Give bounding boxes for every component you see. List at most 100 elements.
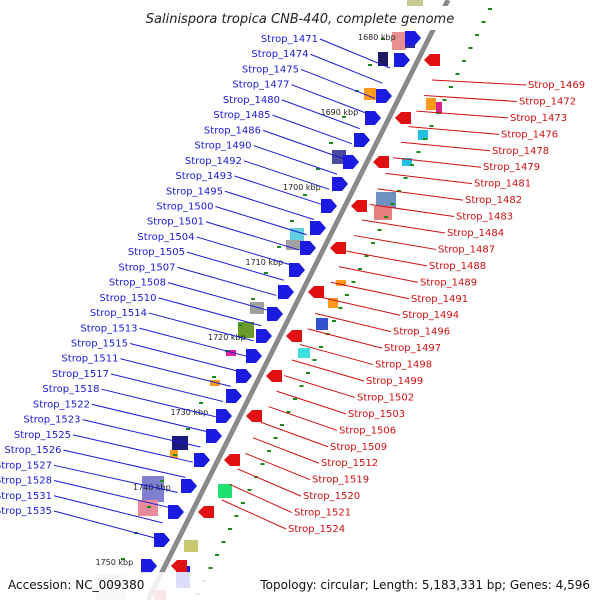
tick-mark — [241, 502, 245, 504]
leader-line — [215, 206, 307, 236]
leader-line — [385, 172, 473, 185]
tick-mark — [316, 168, 320, 170]
leader-line — [63, 449, 186, 478]
gene-arrow-forward — [278, 285, 294, 299]
tick-mark — [221, 541, 226, 543]
leader-line — [186, 251, 285, 281]
leader-line — [53, 480, 171, 509]
leader-line — [245, 452, 311, 481]
leader-line — [291, 359, 365, 382]
feature-box — [250, 302, 264, 314]
gene-label-left: Strop_1526 — [4, 445, 61, 456]
tick-mark — [423, 138, 427, 140]
tick-mark — [212, 376, 216, 378]
gene-label-left: Strop_1507 — [118, 262, 175, 273]
tick-mark — [238, 324, 242, 326]
leader-line — [377, 188, 464, 201]
gene-label-right: Strop_1494 — [402, 310, 459, 321]
gene-arrow-reverse — [286, 330, 302, 342]
leader-line — [400, 141, 491, 152]
tick-mark — [384, 216, 388, 218]
gene-label-left: Strop_1485 — [213, 110, 270, 121]
tick-mark — [429, 125, 434, 127]
tick-mark — [377, 229, 382, 231]
gene-arrow-forward — [376, 89, 392, 103]
gene-label-right: Strop_1502 — [357, 392, 414, 403]
leader-line — [272, 114, 353, 145]
gene-label-right: Strop_1488 — [429, 261, 486, 272]
leader-line — [346, 250, 428, 267]
gene-arrow-reverse — [198, 506, 214, 518]
tick-mark — [390, 203, 395, 205]
tick-mark — [416, 151, 421, 153]
gene-arrow-forward — [321, 199, 337, 213]
leader-line — [323, 297, 401, 316]
left-gene-labels: Strop_1471 Strop_1474 Strop_1475 Strop_1477… — [0, 34, 391, 539]
gene-label-left: Strop_1522 — [33, 399, 90, 410]
gene-label-left: Strop_1493 — [175, 171, 232, 182]
gene-arrow-forward — [365, 111, 381, 125]
gene-label-left: Strop_1501 — [147, 217, 204, 228]
leader-line — [229, 483, 293, 514]
gene-label-left: Strop_1492 — [185, 156, 242, 167]
leader-line — [408, 126, 500, 135]
tick-mark — [234, 515, 239, 517]
gene-arrow-forward — [343, 155, 359, 169]
leader-line — [281, 99, 360, 130]
gene-label-right: Strop_1479 — [483, 162, 540, 173]
gene-arrow-forward — [181, 479, 197, 493]
gene-label-right: Strop_1484 — [447, 228, 504, 239]
tick-mark — [462, 60, 466, 62]
gene-label-left: Strop_1527 — [0, 460, 52, 471]
leader-line — [72, 434, 194, 463]
gene-arrow-forward — [206, 429, 222, 443]
gene-label-right: Strop_1478 — [492, 146, 549, 157]
gene-arrow-forward — [236, 369, 252, 383]
leader-line — [139, 327, 247, 357]
scale-label: 1710 kbp — [246, 258, 284, 267]
leader-line — [177, 266, 277, 296]
leader-line — [319, 38, 391, 69]
gene-label-left: Strop_1504 — [137, 232, 194, 243]
leader-line — [120, 358, 231, 387]
gene-arrow-forward — [332, 177, 348, 191]
gene-arrow-forward — [256, 329, 272, 343]
leader-line — [416, 110, 509, 119]
tick-mark — [488, 8, 492, 10]
leader-line — [53, 464, 178, 494]
leader-line — [315, 312, 392, 333]
topology-summary: Topology: circular; Length: 5,183,331 bp… — [259, 578, 590, 592]
gene-arrow-reverse — [395, 112, 411, 124]
leader-line — [291, 84, 368, 114]
gene-label-left: Strop_1523 — [23, 415, 80, 426]
tick-mark — [173, 454, 177, 456]
tick-mark — [455, 73, 460, 75]
feature-box — [142, 476, 164, 502]
gene-label-right: Strop_1497 — [384, 343, 441, 354]
feature-box — [218, 484, 232, 498]
title-background — [128, 6, 472, 30]
leader-line — [148, 312, 254, 342]
leader-line — [91, 403, 209, 433]
feature-box — [436, 102, 442, 114]
map-title: Salinispora tropica CNB-440, complete ge… — [146, 12, 454, 27]
tick-mark — [371, 242, 375, 244]
gene-arrow-forward — [246, 349, 262, 363]
feature-box — [328, 298, 338, 308]
leader-line — [369, 203, 455, 218]
gene-label-right: Strop_1472 — [519, 96, 576, 107]
leader-line — [393, 157, 482, 168]
gene-label-right: Strop_1498 — [375, 360, 432, 371]
gene-arrow-reverse — [330, 242, 346, 254]
gene-label-right: Strop_1519 — [312, 475, 369, 486]
tick-mark — [280, 424, 284, 426]
scale-label: 1720 kbp — [208, 333, 246, 342]
tick-mark — [264, 272, 268, 274]
leader-line — [53, 510, 156, 539]
gene-arrow-forward — [354, 133, 370, 147]
tick-mark — [160, 480, 164, 482]
feature-box — [298, 348, 310, 358]
scale-label: 1690 kbp — [321, 108, 359, 117]
tick-mark — [338, 307, 343, 309]
